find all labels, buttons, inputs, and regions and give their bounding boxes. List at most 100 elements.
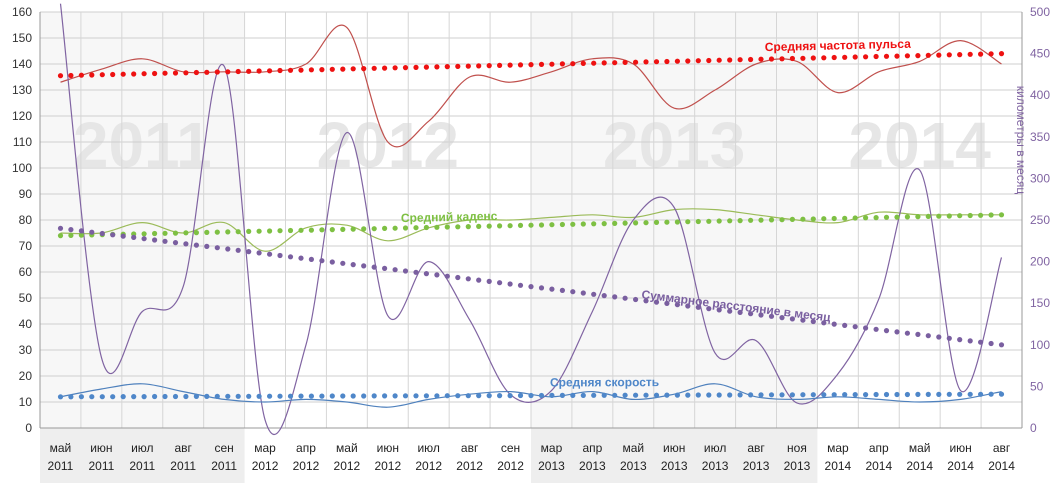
trend-dot — [789, 55, 796, 62]
trend-dot — [371, 393, 377, 399]
trend-dot — [246, 68, 252, 74]
trend-dot — [350, 393, 356, 399]
trend-dot — [779, 392, 785, 398]
trend-dot — [350, 226, 356, 232]
trend-dot — [172, 70, 179, 76]
y-left-tick-label: 130 — [12, 83, 32, 97]
trend-dot — [382, 265, 388, 271]
trend-dot — [57, 394, 64, 400]
trend-dot — [476, 393, 482, 399]
trend-dot — [308, 256, 314, 262]
trend-dot — [256, 228, 262, 234]
trend-dot — [277, 393, 283, 399]
trend-dot — [528, 62, 534, 68]
trend-dot — [486, 278, 492, 284]
trend-dot — [821, 320, 827, 326]
trend-dot — [727, 218, 733, 224]
trend-dot — [423, 64, 429, 70]
trend-dot — [695, 304, 701, 310]
x-tick-month: июл — [131, 441, 153, 455]
x-tick-year: 2011 — [211, 459, 237, 473]
trend-dot — [653, 392, 660, 398]
trend-dot — [653, 299, 660, 305]
year-band-label-area — [531, 428, 818, 483]
x-tick-month: авг — [993, 441, 1011, 455]
trend-dot — [444, 224, 450, 230]
trend-dot — [978, 391, 984, 397]
trend-dot — [444, 273, 450, 279]
trend-dot — [622, 295, 628, 301]
trend-dot — [528, 284, 534, 290]
x-tick-year: 2014 — [906, 459, 933, 473]
x-tick-year: 2013 — [661, 459, 688, 473]
trend-dot — [465, 63, 471, 69]
trend-dot — [382, 225, 388, 231]
trend-dot — [998, 391, 1005, 397]
trend-dot — [800, 55, 806, 61]
trend-dot — [267, 251, 273, 257]
year-watermark: 2014 — [849, 109, 992, 181]
y-left-tick-label: 70 — [19, 239, 33, 253]
trend-dot — [570, 392, 576, 398]
y-left-tick-label: 50 — [19, 291, 33, 305]
trend-dot — [957, 52, 963, 58]
trend-dot — [340, 393, 346, 399]
trend-dot — [852, 54, 858, 60]
trend-dot — [998, 51, 1005, 57]
trend-dot — [946, 52, 952, 58]
y-left-tick-label: 0 — [25, 421, 32, 435]
trend-dot — [152, 237, 158, 243]
trend-dot — [434, 393, 440, 399]
x-tick-month: сен — [214, 441, 233, 455]
trend-dot — [319, 393, 325, 399]
trend-dot — [162, 230, 168, 236]
trend-dot — [402, 225, 409, 231]
trend-dot — [633, 392, 639, 398]
trend-dot — [361, 66, 367, 72]
trend-dot — [277, 228, 283, 234]
trend-dot — [967, 51, 973, 57]
year-watermark: 2013 — [603, 109, 745, 181]
left-axis: 0 10 20 30 40 50 60 70 80 90 100 110 120 130 140 150 160 — [12, 5, 32, 435]
trend-dot — [653, 219, 660, 225]
trend-dot — [392, 65, 398, 71]
x-tick-month: июл — [417, 441, 439, 455]
y-left-tick-label: 150 — [12, 31, 32, 45]
trend-dot — [852, 392, 858, 398]
x-tick-year: 2012 — [415, 459, 442, 473]
trend-dot — [99, 230, 105, 237]
trend-dot — [591, 291, 597, 297]
trend-dot — [267, 228, 273, 234]
trend-dot — [967, 212, 973, 219]
trend-dot — [162, 393, 168, 400]
trend-dot — [78, 394, 84, 400]
y-right-tick-label: 250 — [1030, 213, 1050, 227]
trend-dot — [382, 65, 388, 71]
trend-dot — [277, 67, 283, 74]
trend-dot — [89, 229, 95, 235]
x-tick-month: ноя — [787, 441, 807, 455]
trend-dot — [528, 222, 534, 228]
trend-dot — [78, 228, 84, 234]
trend-dot — [946, 213, 952, 219]
trend-dot — [434, 64, 440, 70]
trend-dot — [904, 330, 911, 336]
x-tick-year: 2014 — [988, 459, 1015, 473]
series-label: Средняя скорость — [550, 375, 659, 389]
trend-dot — [402, 393, 409, 399]
trend-dot — [559, 221, 566, 228]
trend-dot — [674, 219, 681, 225]
trend-dot — [141, 236, 147, 242]
trend-dot — [685, 219, 691, 225]
trend-dot — [643, 298, 649, 304]
trend-dot — [329, 227, 335, 233]
trend-dot — [256, 250, 262, 256]
trend-dot — [507, 281, 513, 287]
year-watermark: 2011 — [73, 109, 212, 181]
trend-dot — [831, 392, 837, 398]
trend-dot — [517, 282, 524, 288]
x-tick-month: авг — [747, 441, 765, 455]
trend-dot — [685, 303, 691, 309]
trend-dot — [131, 234, 137, 240]
trend-dot — [89, 72, 95, 78]
